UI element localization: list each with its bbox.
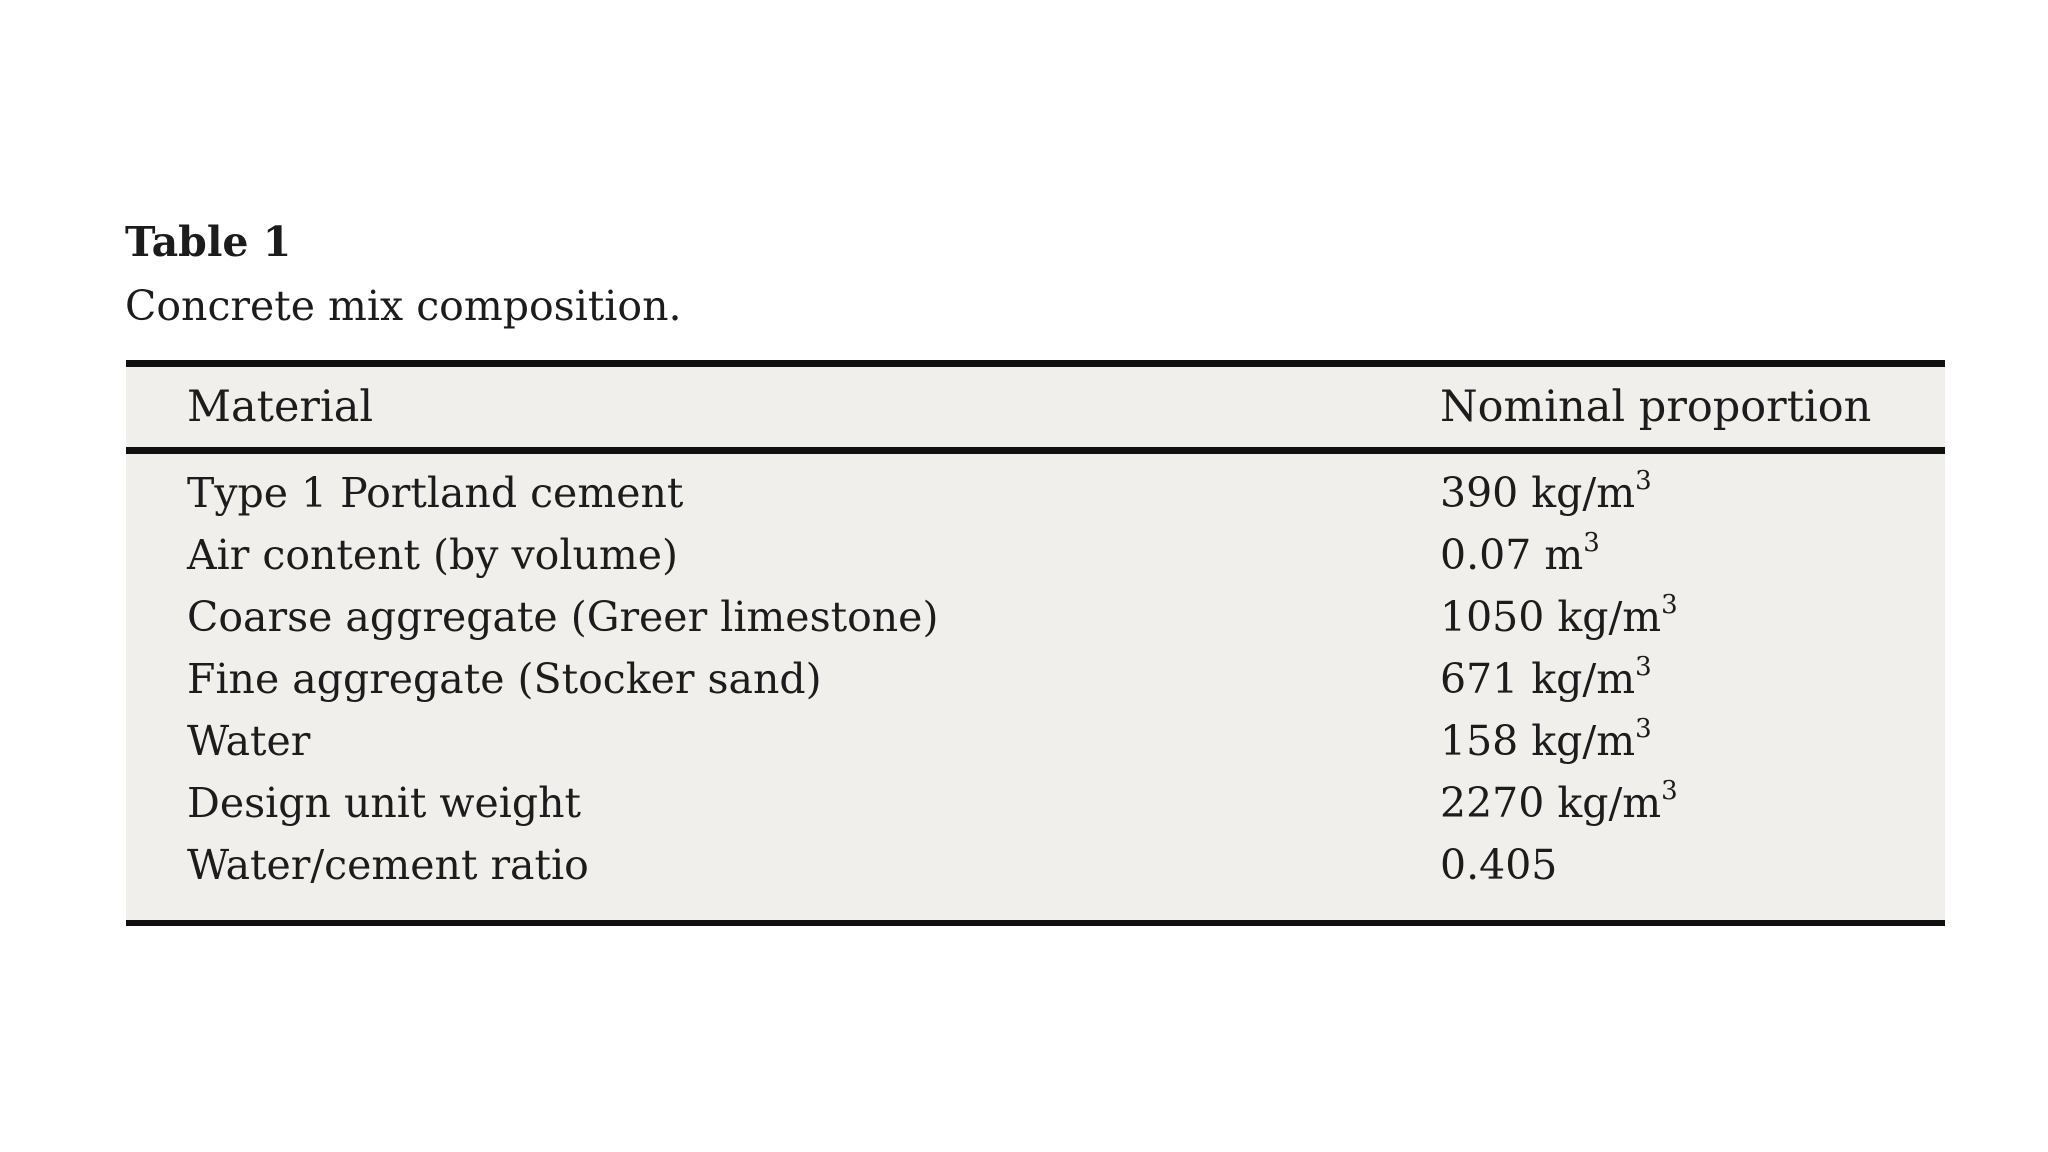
value-cell: 0.07 m3 [1440,524,1935,586]
value-cell: 390 kg/m3 [1440,462,1935,524]
value-text: 2270 kg/m [1440,779,1662,827]
value-cell: 158 kg/m3 [1440,710,1935,772]
value-cell: 0.405 [1440,834,1935,896]
material-cell: Type 1 Portland cement [187,469,684,517]
column-header-material: Material [187,382,374,432]
value-text: 671 kg/m [1440,655,1636,703]
value-text: 1050 kg/m [1440,593,1662,641]
table-row: Design unit weight 2270 kg/m3 [187,772,1935,834]
value-text: 158 kg/m [1440,717,1636,765]
material-cell: Water/cement ratio [187,841,589,889]
table-caption-label: Table 1 [125,218,292,266]
value-superscript: 3 [1583,528,1600,559]
value-superscript: 3 [1635,714,1652,745]
column-header-nominal-proportion: Nominal proportion [1440,382,1872,432]
material-cell: Air content (by volume) [187,531,678,579]
table-row: Air content (by volume) 0.07 m3 [187,524,1935,586]
table-body: Type 1 Portland cement 390 kg/m3 Air con… [126,454,1945,920]
value-cell: 2270 kg/m3 [1440,772,1935,834]
material-cell: Coarse aggregate (Greer limestone) [187,593,939,641]
concrete-mix-table: Material Nominal proportion Type 1 Portl… [126,360,1945,926]
value-text: 0.405 [1440,841,1558,889]
value-text: 0.07 m [1440,531,1584,579]
value-superscript: 3 [1635,466,1652,497]
value-superscript: 3 [1661,776,1678,807]
value-text: 390 kg/m [1440,469,1636,517]
value-cell: 671 kg/m3 [1440,648,1935,710]
table-row: Type 1 Portland cement 390 kg/m3 [187,462,1935,524]
table-caption-title: Concrete mix composition. [125,282,682,330]
material-cell: Water [187,717,311,765]
table-row: Fine aggregate (Stocker sand) 671 kg/m3 [187,648,1935,710]
value-superscript: 3 [1635,652,1652,683]
table-row: Water/cement ratio 0.405 [187,834,1935,896]
table-header-row: Material Nominal proportion [126,367,1945,454]
table-row: Coarse aggregate (Greer limestone) 1050 … [187,586,1935,648]
material-cell: Design unit weight [187,779,582,827]
table-row: Water 158 kg/m3 [187,710,1935,772]
table-caption: Table 1 Concrete mix composition. [125,218,682,330]
value-cell: 1050 kg/m3 [1440,586,1935,648]
material-cell: Fine aggregate (Stocker sand) [187,655,822,703]
value-superscript: 3 [1661,590,1678,621]
